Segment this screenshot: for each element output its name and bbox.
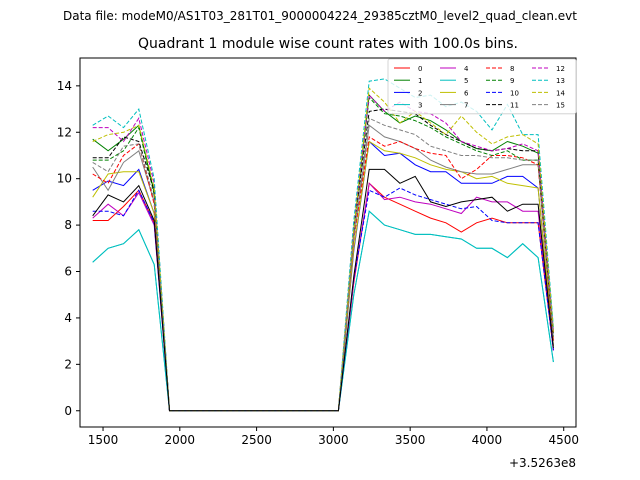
x-tick-label: 2000 [165,433,196,447]
series-line-extra [92,168,554,412]
series-line-7 [92,124,554,412]
legend-label-7: 7 [464,102,468,110]
legend-label-12: 12 [556,65,565,73]
legend-label-5: 5 [464,77,468,85]
x-axis: 1500 2000 2500 3000 3500 4000 4500 [88,427,579,447]
series-line-2 [92,140,554,412]
y-tick-label: 10 [57,172,72,186]
legend-label-9: 9 [510,77,514,85]
series-line-12 [92,93,554,412]
series-line-13 [92,78,554,412]
y-tick-label: 2 [64,357,72,371]
legend-label-6: 6 [464,89,469,97]
x-tick-label: 3500 [395,433,426,447]
y-axis: 0 2 4 6 8 10 12 14 [57,79,80,418]
y-tick-label: 0 [64,404,72,418]
series-line-11 [92,108,554,412]
y-tick-label: 12 [57,125,72,139]
x-tick-label: 2500 [241,433,272,447]
legend-label-8: 8 [510,65,514,73]
legend-label-3: 3 [418,102,422,110]
x-tick-label: 4000 [472,433,503,447]
legend-label-10: 10 [510,89,519,97]
legend-label-0: 0 [418,65,422,73]
legend-label-15: 15 [556,102,565,110]
legend-label-2: 2 [418,89,422,97]
legend-label-1: 1 [418,77,422,85]
suptitle: Data file: modeM0/AS1T03_281T01_90000042… [63,9,577,23]
y-tick-label: 6 [64,265,72,279]
legend-label-11: 11 [510,102,519,110]
y-tick-label: 4 [64,311,72,325]
plot-frame [79,57,577,428]
series-line-6 [92,140,554,412]
legend-box [387,58,577,115]
legend-label-14: 14 [556,89,565,97]
chart-title: Quadrant 1 module wise count rates with … [138,36,518,52]
series-line-14 [92,87,554,412]
legend-label-4: 4 [464,65,469,73]
y-tick-label: 14 [57,79,72,93]
y-tick-label: 8 [64,218,72,232]
series-layer [92,78,554,412]
x-offset-label: +3.5263e8 [509,456,576,470]
x-tick-label: 3000 [318,433,349,447]
legend-label-13: 13 [556,77,565,85]
x-tick-label: 1500 [88,433,119,447]
series-line-1 [92,93,554,412]
series-line-9 [92,96,554,412]
x-tick-label: 4500 [548,433,579,447]
